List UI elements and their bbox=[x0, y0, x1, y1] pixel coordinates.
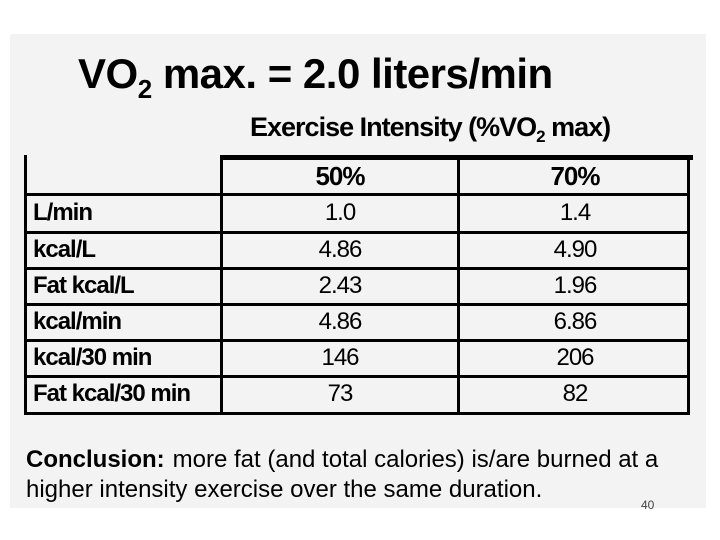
table-cell: 1.4 bbox=[559, 199, 591, 226]
slide-title: VO2 max. = 2.0 liters/min bbox=[78, 50, 553, 104]
row-label-kcal-l: kcal/L bbox=[33, 236, 96, 263]
table-cell: 73 bbox=[327, 380, 354, 407]
table-rule bbox=[27, 193, 687, 196]
row-label-l-min: L/min bbox=[33, 199, 93, 226]
data-table: 50% 70% L/min 1.0 1.4 kcal/L 4.86 4.90 F… bbox=[24, 155, 693, 415]
row-label-kcal-30-min: kcal/30 min bbox=[33, 344, 152, 371]
conclusion-body: more fat (and total calories) is/are bur… bbox=[26, 446, 659, 503]
table-rule bbox=[27, 375, 687, 378]
table-rule bbox=[27, 303, 687, 306]
table-rule bbox=[27, 231, 687, 234]
row-label-kcal-min: kcal/min bbox=[33, 308, 122, 335]
row-label-fat-kcal-l: Fat kcal/L bbox=[33, 272, 135, 299]
table-divider bbox=[457, 155, 460, 412]
table-cell: 6.86 bbox=[553, 308, 598, 335]
table-cell: 2.43 bbox=[318, 272, 363, 299]
table-cell: 1.96 bbox=[553, 272, 598, 299]
table-divider bbox=[690, 155, 693, 160]
scanned-slide-background bbox=[10, 34, 706, 508]
table-cell: 1.0 bbox=[324, 199, 356, 226]
column-header-50: 50% bbox=[315, 161, 365, 191]
table-heading: Exercise Intensity (%VO2 max) bbox=[250, 112, 611, 146]
table-cell: 4.90 bbox=[553, 236, 598, 263]
page-number: 40 bbox=[641, 498, 655, 512]
conclusion-label: Conclusion: bbox=[26, 446, 165, 473]
table-cell: 4.86 bbox=[318, 236, 363, 263]
table-top-border bbox=[223, 155, 690, 160]
table-cell: 206 bbox=[556, 344, 594, 371]
table-cell: 4.86 bbox=[318, 308, 363, 335]
table-cell: 82 bbox=[562, 380, 589, 407]
row-label-fat-kcal-30-min: Fat kcal/30 min bbox=[33, 380, 191, 407]
conclusion-text: Conclusion: more fat (and total calories)… bbox=[26, 445, 686, 505]
column-header-70: 70% bbox=[550, 161, 600, 191]
table-rule bbox=[27, 267, 687, 270]
table-rule bbox=[27, 339, 687, 342]
table-cell: 146 bbox=[321, 344, 359, 371]
table-divider bbox=[220, 155, 223, 412]
